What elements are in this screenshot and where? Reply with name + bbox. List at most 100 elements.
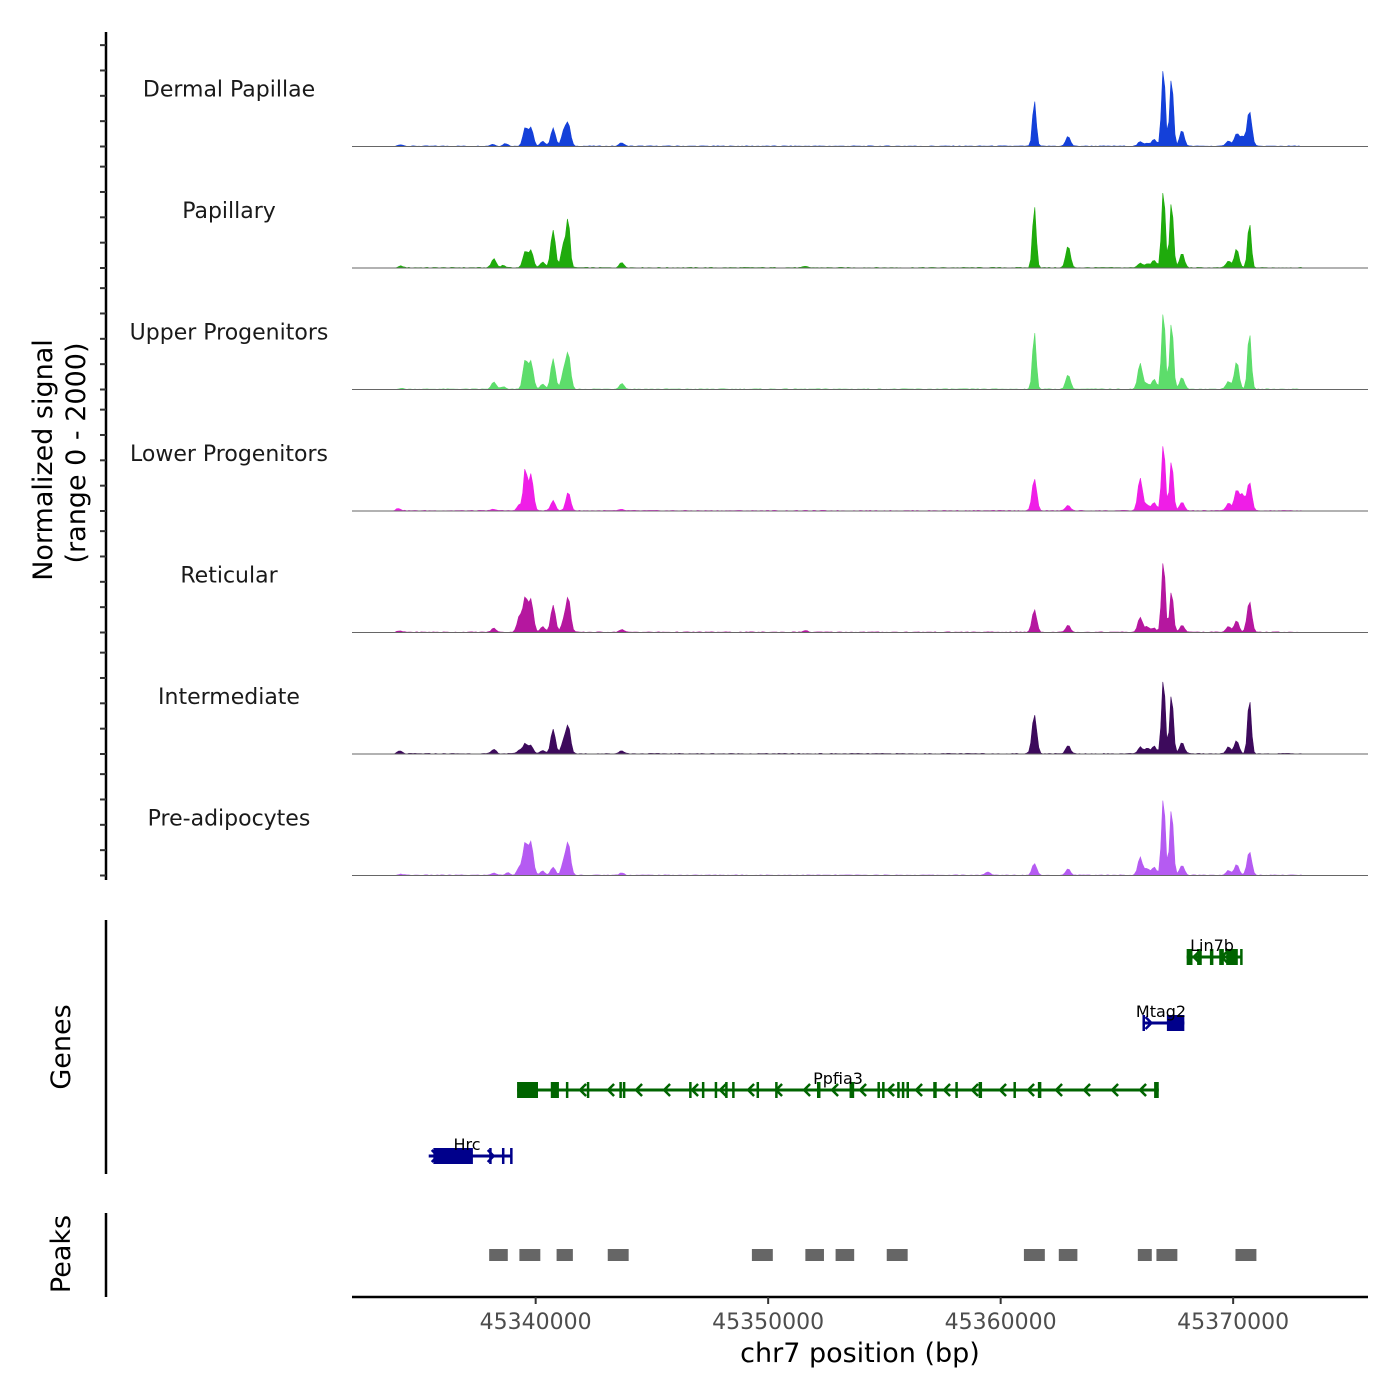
gene-exon	[1154, 1082, 1159, 1098]
peak-region	[1058, 1249, 1078, 1261]
track-papillary: Papillary	[182, 192, 1368, 269]
signal-area	[352, 192, 1368, 269]
gene-exon	[510, 1148, 513, 1164]
gene-exon	[517, 1082, 538, 1098]
signal-tracks: Dermal Papillae Papillary Upper Progenitor…	[130, 71, 1368, 876]
peak-region	[556, 1249, 573, 1261]
gene-exon	[906, 1082, 909, 1098]
gene-exon	[1219, 949, 1224, 965]
track-dermal-papillae: Dermal Papillae	[143, 71, 1368, 147]
strand-arrow-icon	[746, 1083, 755, 1097]
peak-region	[1235, 1249, 1257, 1261]
strand-arrow-icon	[690, 1083, 699, 1097]
signal-area	[352, 563, 1368, 633]
strand-arrow-icon	[1138, 1083, 1147, 1097]
gene-exon	[1240, 949, 1243, 965]
gene-exon	[1209, 949, 1214, 965]
peak-region	[886, 1249, 908, 1261]
peak-region	[607, 1249, 629, 1261]
peaks-panel	[489, 1249, 1257, 1261]
strand-arrow-icon	[886, 1083, 895, 1097]
strand-arrow-icon	[970, 1083, 979, 1097]
gene-exon	[1142, 1015, 1145, 1031]
gene-label: Lin7b	[1190, 936, 1234, 955]
y-axis-title-line2: (range 0 - 2000)	[61, 343, 92, 564]
signal-area	[352, 71, 1368, 147]
strand-arrow-icon	[634, 1083, 643, 1097]
peak-region	[805, 1249, 824, 1261]
gene-exon	[725, 1082, 728, 1098]
peak-region	[1137, 1249, 1152, 1261]
signal-area	[352, 314, 1368, 390]
strand-arrow-icon	[1110, 1083, 1119, 1097]
peak-region	[489, 1249, 508, 1261]
track-label: Lower Progenitors	[130, 442, 328, 467]
track-reticular: Reticular	[180, 563, 1368, 633]
track-label: Intermediate	[158, 685, 300, 710]
peak-region	[1023, 1249, 1045, 1261]
track-label: Reticular	[180, 564, 278, 589]
strand-arrow-icon	[858, 1083, 867, 1097]
signal-area	[352, 681, 1368, 755]
gene-lin7b: Lin7b	[1186, 936, 1243, 965]
gene-exon	[622, 1082, 626, 1098]
gene-exon	[756, 1082, 760, 1098]
genes-panel: Lin7b Mtag2 Ppfia3 Hrc	[428, 936, 1243, 1164]
gene-exon	[816, 1082, 821, 1098]
gene-exon	[732, 1082, 735, 1098]
track-upper-progenitors: Upper Progenitors	[130, 314, 1368, 390]
gene-exon	[1013, 1082, 1016, 1098]
gene-exon	[955, 1082, 958, 1098]
strand-arrow-icon	[1082, 1083, 1091, 1097]
gene-exon	[619, 1082, 622, 1098]
track-lower-progenitors: Lower Progenitors	[130, 442, 1368, 512]
gene-exon	[433, 1148, 473, 1164]
gene-exon	[1197, 949, 1202, 965]
strand-arrow-icon	[998, 1083, 1007, 1097]
strand-arrow-icon	[662, 1083, 671, 1097]
strand-arrow-icon	[606, 1083, 615, 1097]
y-axis-title: Normalized signal (range 0 - 2000)	[28, 339, 92, 581]
strand-arrow-icon	[914, 1083, 923, 1097]
gene-exon	[550, 1082, 559, 1098]
peak-region	[751, 1249, 773, 1261]
track-label: Upper Progenitors	[130, 321, 329, 346]
strand-arrow-icon	[830, 1083, 839, 1097]
strand-arrow-icon	[1144, 1016, 1154, 1030]
track-pre-adipocytes: Pre-adipocytes	[148, 800, 1368, 876]
strand-arrow-icon	[1026, 1083, 1035, 1097]
gene-exon	[901, 1082, 905, 1098]
track-label: Papillary	[182, 199, 276, 224]
peak-region	[519, 1249, 541, 1261]
gene-mtag2: Mtag2	[1136, 1002, 1186, 1031]
gene-exon	[565, 1082, 569, 1098]
gene-exon	[714, 1082, 718, 1098]
gene-exon	[882, 1082, 885, 1098]
gene-hrc: Hrc	[428, 1135, 513, 1164]
x-axis-title: chr7 position (bp)	[740, 1338, 980, 1369]
x-tick-label: 45360000	[945, 1310, 1057, 1335]
strand-arrow-icon	[802, 1083, 811, 1097]
strand-arrow-icon	[1054, 1083, 1063, 1097]
track-intermediate: Intermediate	[158, 681, 1368, 755]
gene-exon	[1186, 949, 1193, 965]
gene-exon	[933, 1082, 937, 1098]
signal-area	[352, 446, 1368, 512]
x-tick-label: 45340000	[480, 1310, 592, 1335]
gene-label: Ppfia3	[813, 1069, 863, 1088]
peaks-panel-label: Peaks	[46, 1215, 77, 1293]
strand-arrow-icon	[578, 1083, 587, 1097]
track-label: Dermal Papillae	[143, 78, 315, 103]
x-tick-label: 45350000	[712, 1310, 824, 1335]
gene-exon	[701, 1082, 705, 1098]
x-tick-label: 45370000	[1177, 1310, 1289, 1335]
left-axes	[100, 32, 108, 1297]
gene-exon	[849, 1082, 855, 1098]
y-axis-title-line1: Normalized signal	[28, 339, 59, 581]
gene-exon	[1037, 1082, 1042, 1098]
genes-panel-label: Genes	[46, 1004, 77, 1089]
gene-exon	[586, 1082, 590, 1098]
gene-exon	[897, 1082, 900, 1098]
gene-exon	[978, 1082, 983, 1098]
